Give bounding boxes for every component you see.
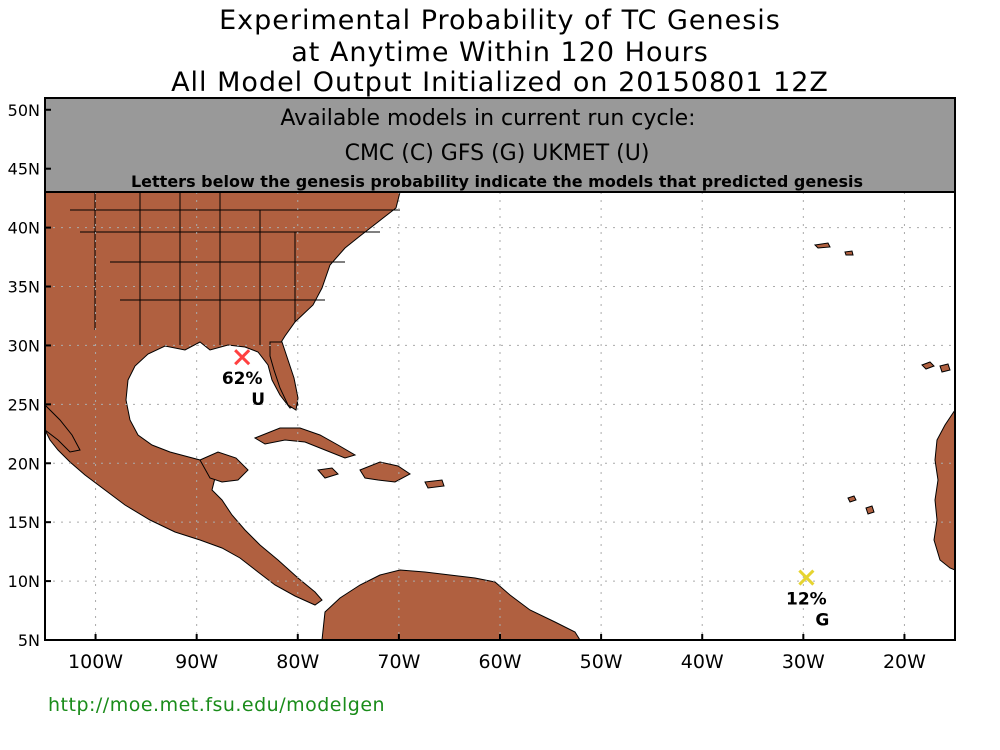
cape-verde-land bbox=[847, 495, 875, 515]
africa-land bbox=[933, 408, 956, 571]
genesis-markers: 62%U 12%G bbox=[222, 349, 829, 631]
land-masses bbox=[44, 191, 956, 641]
longitude-labels: 100W 90W 80W 70W 60W 50W 40W 30W 20W bbox=[68, 634, 926, 673]
genesis-point: 12%G bbox=[786, 569, 829, 631]
lon-label: 90W bbox=[175, 651, 218, 673]
genesis-models: U bbox=[251, 390, 265, 410]
lat-label: 5N bbox=[18, 631, 40, 650]
lon-label: 60W bbox=[479, 651, 522, 673]
title-line-1: Experimental Probability of TC Genesis bbox=[219, 5, 781, 36]
lon-label: 40W bbox=[681, 651, 724, 673]
lat-label: 25N bbox=[8, 395, 40, 414]
lat-label: 15N bbox=[8, 513, 40, 532]
lon-label: 20W bbox=[883, 651, 926, 673]
baja-land bbox=[44, 403, 81, 453]
genesis-x-mark bbox=[798, 569, 815, 586]
canary-islands-land bbox=[921, 361, 951, 373]
lat-label: 10N bbox=[8, 572, 40, 591]
lon-label: 50W bbox=[580, 651, 623, 673]
political-boundaries bbox=[70, 192, 400, 345]
models-info-box bbox=[44, 97, 956, 193]
south-america-land bbox=[321, 569, 581, 641]
genesis-point: 62%U bbox=[222, 349, 265, 410]
lat-label: 45N bbox=[8, 160, 40, 179]
title-line-2: at Anytime Within 120 Hours bbox=[291, 37, 709, 68]
puerto-rico-land bbox=[424, 479, 445, 489]
cuba-land bbox=[253, 427, 357, 459]
lat-label: 20N bbox=[8, 454, 40, 473]
lat-label: 50N bbox=[8, 101, 40, 120]
graticule bbox=[45, 192, 955, 640]
lon-label: 30W bbox=[782, 651, 825, 673]
lat-label: 35N bbox=[8, 278, 40, 297]
lat-label: 30N bbox=[8, 336, 40, 355]
lon-label: 80W bbox=[276, 651, 319, 673]
lon-label: 100W bbox=[68, 651, 123, 673]
genesis-probability: 62% bbox=[222, 369, 263, 389]
info-line-2: CMC (C) GFS (G) UKMET (U) bbox=[345, 141, 650, 166]
latitude-labels: 50N 45N 40N 35N 30N 25N 20N 15N 10N 5N bbox=[8, 101, 51, 650]
azores-land bbox=[813, 242, 854, 256]
florida-land bbox=[269, 341, 299, 411]
yucatan-land bbox=[199, 451, 249, 483]
jamaica-land bbox=[317, 467, 339, 479]
north-america-land bbox=[44, 191, 401, 606]
footer-link[interactable]: http://moe.met.fsu.edu/modelgen bbox=[48, 694, 386, 716]
lat-label: 40N bbox=[8, 219, 40, 238]
info-line-3: Letters below the genesis probability in… bbox=[131, 172, 863, 191]
info-line-1: Available models in current run cycle: bbox=[280, 106, 695, 131]
genesis-probability: 12% bbox=[786, 590, 827, 610]
title-line-3: All Model Output Initialized on 20150801… bbox=[171, 67, 829, 98]
genesis-models: G bbox=[815, 611, 829, 631]
genesis-x-mark bbox=[234, 349, 251, 366]
lon-label: 70W bbox=[377, 651, 420, 673]
hispaniola-land bbox=[359, 461, 411, 483]
